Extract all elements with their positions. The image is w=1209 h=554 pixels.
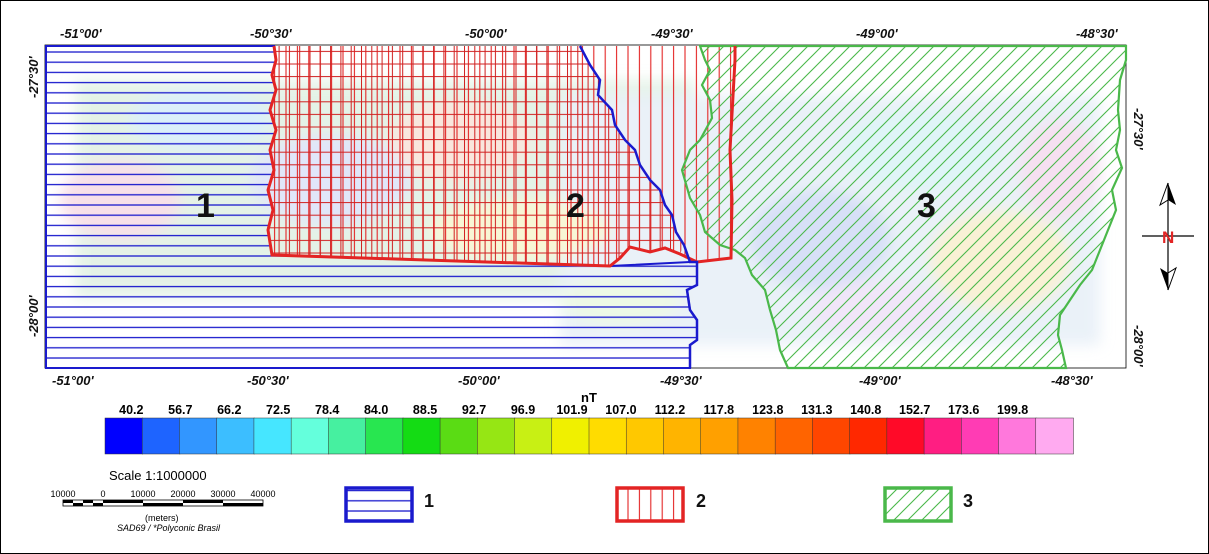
- colorbar-tick-label: 131.3: [801, 403, 832, 417]
- colorbar-cell: [1035, 417, 1074, 455]
- legend-label-2: 2: [696, 491, 706, 511]
- colorbar-tick-label: 101.9: [556, 403, 587, 417]
- scale-units: (meters): [145, 513, 179, 523]
- colorbar-cell: [961, 417, 1000, 455]
- colorbar-tick-label: 199.8: [997, 403, 1028, 417]
- colorbar-cell: [141, 417, 181, 455]
- colorbar-tick-label: 96.9: [511, 403, 535, 417]
- colorbar-tick-label: 123.8: [752, 403, 783, 417]
- colorbar-cell: [216, 417, 255, 455]
- zone-2-grid-area: [268, 46, 684, 266]
- colorbar-tick-label: 173.6: [948, 403, 979, 417]
- scale-bar: [62, 499, 264, 507]
- colorbar-tick-label: 66.2: [217, 403, 241, 417]
- scale-tick-label: 40000: [250, 489, 275, 499]
- colorbar-cell: [923, 417, 963, 455]
- colorbar-cell: [290, 417, 330, 455]
- scale-tick-label: 0: [100, 489, 105, 499]
- north-arrow-icon: N: [1142, 182, 1194, 291]
- top-coord-label: -51°00': [60, 26, 102, 41]
- colorbar-tick-label: 78.4: [315, 403, 339, 417]
- colorbar-cell: [253, 417, 292, 455]
- colorbar-tick-label: 72.5: [266, 403, 290, 417]
- north-letter: N: [1162, 228, 1174, 247]
- legend-item-2: 2: [615, 486, 706, 523]
- top-coord-label: -50°00': [465, 26, 507, 41]
- scale-title: Scale 1:1000000: [109, 468, 207, 483]
- top-coord-label: -48°30': [1076, 26, 1118, 41]
- colorbar-cell: [812, 417, 851, 455]
- colorbar-tick-label: 92.7: [462, 403, 486, 417]
- colorbar-tick-label: 56.7: [168, 403, 192, 417]
- colorbar-cell: [104, 417, 143, 455]
- colorbar-cell: [402, 417, 441, 455]
- right-coord-label: -28°00': [1131, 325, 1146, 367]
- bottom-coord-label: -48°30': [1051, 373, 1093, 388]
- scale-tick-label: 30000: [210, 489, 235, 499]
- zone-1-2-boundary: [578, 45, 699, 368]
- colorbar-cell: [998, 417, 1037, 455]
- zone-label-2: 2: [566, 187, 585, 225]
- zone-label-1: 1: [196, 187, 215, 225]
- legend-item-1: 1: [344, 486, 434, 523]
- top-coord-label: -50°30': [250, 26, 292, 41]
- zone-2-outline: [266, 45, 737, 268]
- right-coord-label: -27°30': [1131, 108, 1146, 150]
- legend-item-3: 3: [883, 486, 973, 523]
- top-coord-label: -49°30': [651, 26, 693, 41]
- colorbar-cell: [514, 417, 553, 455]
- colorbar-cell: [849, 417, 888, 455]
- colorbar-tick-label: 112.2: [655, 403, 686, 417]
- bottom-coord-label: -49°30': [660, 373, 702, 388]
- colorbar-cell: [477, 417, 516, 455]
- colorbar-tick-label: 40.2: [119, 403, 143, 417]
- colorbar-cell: [625, 417, 665, 455]
- colorbar-tick-label: 88.5: [413, 403, 437, 417]
- scale-tick-label: 10000: [130, 489, 155, 499]
- colorbar-cell: [588, 417, 627, 455]
- legend-label-3: 3: [963, 491, 973, 511]
- scale-tick-labels: 10000 0 10000 20000 30000 40000: [50, 489, 275, 499]
- colorbar-cell: [179, 417, 218, 455]
- bottom-coord-label: -49°00': [859, 373, 901, 388]
- top-coord-label: -49°00': [856, 26, 898, 41]
- bottom-coord-label: -50°00': [458, 373, 500, 388]
- colorbar-cell: [700, 417, 739, 455]
- legend-label-1: 1: [424, 491, 434, 511]
- colorbar-unit: nT: [581, 390, 597, 405]
- left-coord-label: -28°00': [26, 295, 41, 337]
- scale-tick-label: 10000: [50, 489, 75, 499]
- colorbar-cell: [365, 417, 404, 455]
- colorbar-cell: [663, 417, 702, 455]
- projection-label: SAD69 / *Polyconic Brasil: [117, 523, 221, 533]
- colorbar-cell: [551, 417, 590, 455]
- bottom-coord-label: -51°00': [52, 373, 94, 388]
- scale-tick-label: 20000: [170, 489, 195, 499]
- zone-label-3: 3: [917, 187, 936, 225]
- colorbar-tick-label: 84.0: [364, 403, 388, 417]
- colorbar-labels: 40.2 56.7 66.2 72.5 78.4 84.0 88.5 92.7 96.9 101.…: [119, 403, 1028, 417]
- colorbar-cell: [439, 417, 479, 455]
- bottom-coord-label: -50°30': [247, 373, 289, 388]
- colorbar-cell: [737, 417, 776, 455]
- colorbar-tick-label: 140.8: [850, 403, 881, 417]
- zone-3-polygon: [680, 44, 1128, 370]
- colorbar-tick-label: 152.7: [899, 403, 930, 417]
- colorbar-cell: [328, 417, 367, 455]
- colorbar-cell: [774, 417, 814, 455]
- colorbar-tick-label: 117.8: [704, 403, 735, 417]
- left-coord-label: -27°30': [26, 56, 41, 98]
- colorbar: [104, 417, 1074, 455]
- colorbar-cell: [886, 417, 925, 455]
- colorbar-tick-label: 107.0: [605, 403, 636, 417]
